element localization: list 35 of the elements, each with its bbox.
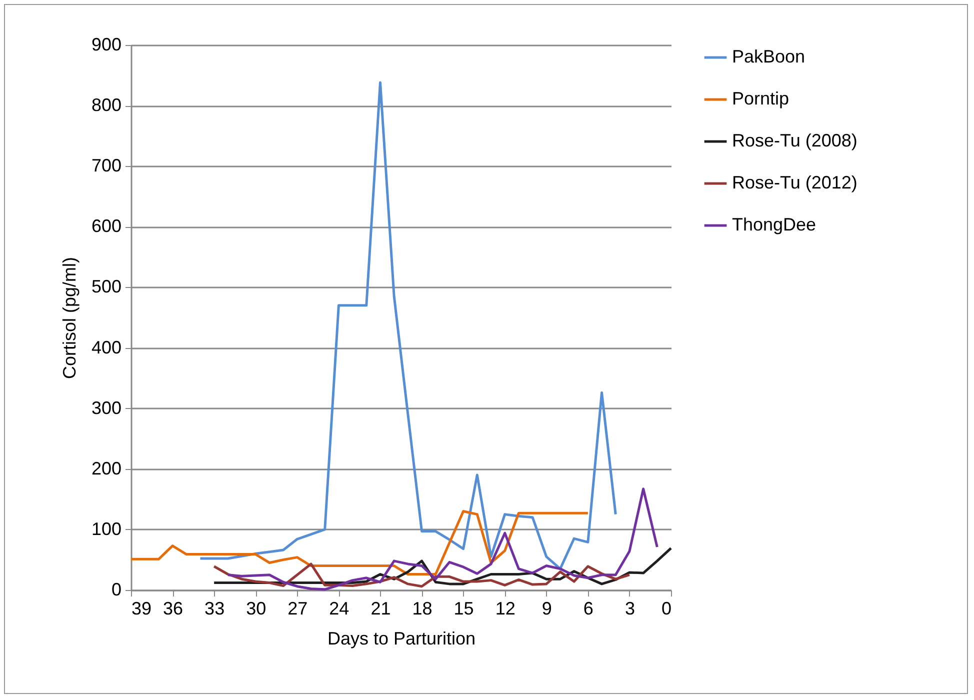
x-tick-label: 27 (288, 598, 308, 618)
y-axis-title: Cortisol (pg/ml) (59, 256, 80, 380)
line-series (212, 562, 631, 588)
line-series (226, 488, 658, 591)
x-tick-label: 33 (204, 598, 225, 618)
y-tick-label: 400 (91, 337, 122, 358)
y-tick-label: 200 (91, 458, 122, 478)
x-tick-label: 36 (163, 598, 184, 618)
y-tick-label: 300 (91, 398, 122, 418)
x-tick-label: 6 (583, 598, 594, 618)
x-tick-label: 3 (624, 598, 635, 618)
y-tick-label: 900 (91, 34, 122, 54)
x-tick-label: 21 (370, 598, 391, 618)
x-tick-label: 39 (132, 598, 152, 618)
x-tick-label: 12 (495, 598, 516, 618)
legend-label: ThongDee (732, 214, 816, 234)
legend-label: Porntip (732, 88, 790, 108)
x-axis-title: Days to Parturition (327, 628, 476, 648)
x-tick-label: 30 (246, 598, 266, 618)
x-tick-label: 24 (329, 598, 350, 618)
legend-label: PakBoon (732, 46, 806, 66)
legend-label: Rose-Tu (2008) (732, 130, 858, 150)
x-tick-label: 9 (542, 598, 552, 618)
y-tick-label: 0 (111, 580, 122, 600)
x-tick-label: 15 (454, 598, 474, 618)
x-tick-label: 18 (412, 598, 432, 618)
y-tick-label: 500 (91, 276, 122, 297)
y-tick-label: 600 (91, 216, 122, 236)
x-tick-label: 0 (661, 598, 672, 618)
y-tick-label: 700 (91, 156, 122, 176)
y-tick-label: 800 (91, 95, 122, 116)
line-series (198, 81, 617, 570)
y-tick-label: 100 (91, 518, 122, 539)
legend-label: Rose-Tu (2012) (732, 172, 858, 192)
line-series (130, 510, 590, 576)
